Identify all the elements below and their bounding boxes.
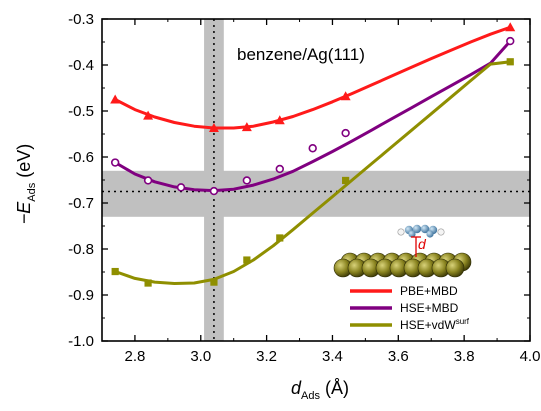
x-tick-label: 3.6	[388, 348, 409, 365]
silver-atom-front	[445, 258, 465, 278]
annotation-label: benzene/Ag(111)	[237, 45, 365, 64]
y-tick-label: -0.3	[68, 11, 94, 28]
ticks: 2.8 3.0 3.2 3.4 3.6 3.8 4.0 -0.3 -0.4 -0.5 -0.6 -0.…	[68, 11, 540, 365]
series-line-hse-vdw	[114, 60, 511, 285]
data-point-pbe-mbd-3	[241, 122, 252, 132]
y-tick-label: -0.8	[68, 241, 94, 258]
data-point-hse-mbd-5	[275, 164, 284, 174]
data-point-hse-mbd-3	[209, 186, 219, 196]
data-point-pbe-mbd-5	[340, 91, 351, 101]
y-tick-label: -1.0	[68, 333, 94, 350]
data-point-hse-mbd-7	[341, 128, 350, 138]
data-point-hse-mbd-8	[506, 36, 515, 46]
data-point-hse-vdw-0	[111, 267, 119, 276]
legend: PBE+MBD HSE+MBD HSE+vdWsurf	[350, 284, 470, 332]
y-tick-label: -0.7	[68, 195, 94, 212]
x-tick-label: 2.8	[124, 348, 145, 365]
data-point-hse-mbd-1	[143, 176, 153, 185]
x-tick-label: 3.8	[454, 348, 475, 365]
x-axis-title: dAds (Å)	[291, 378, 349, 402]
data-point-hse-mbd-2	[176, 183, 186, 192]
y-tick-label: -0.6	[68, 149, 94, 166]
y-tick-label: -0.9	[68, 287, 94, 304]
data-point-hse-vdw-2	[210, 278, 218, 286]
adsorption-inset-illustration: d	[333, 224, 472, 278]
data-point-pbe-mbd-4	[274, 115, 285, 125]
legend-label-pbe-mbd: PBE+MBD	[400, 284, 458, 298]
data-point-pbe-mbd-2	[208, 123, 219, 133]
y-tick-label: -0.5	[68, 103, 94, 120]
data-point-hse-vdw-1	[144, 279, 152, 287]
data-point-hse-vdw-5	[342, 176, 350, 185]
legend-label-hse-vdw: HSE+vdWsurf	[400, 317, 470, 332]
legend-label-hse-vdw-sup: surf	[456, 317, 470, 326]
series-curves	[114, 25, 512, 285]
data-point-pbe-mbd-1	[143, 110, 154, 120]
series-line-pbe-mbd	[114, 25, 511, 130]
y-axis-title: −EAds(eV)	[14, 144, 38, 225]
x-tick-label: 4.0	[520, 348, 541, 365]
series-markers	[110, 22, 516, 287]
benzene-molecule	[397, 224, 445, 238]
data-point-hse-vdw-3	[243, 256, 251, 264]
y-tick-label: -0.4	[68, 57, 94, 74]
data-point-pbe-mbd-6	[505, 22, 516, 32]
x-tick-label: 3.4	[322, 348, 343, 365]
data-point-hse-vdw-4	[276, 234, 284, 242]
silver-slab	[333, 252, 472, 278]
data-point-hse-mbd-6	[308, 144, 317, 153]
x-tick-label: 3.0	[190, 348, 211, 365]
data-point-hse-mbd-4	[242, 176, 252, 185]
data-point-pbe-mbd-0	[110, 94, 121, 104]
inset-distance-label: d	[418, 236, 427, 252]
legend-label-hse-mbd: HSE+MBD	[400, 301, 459, 315]
x-tick-label: 3.2	[256, 348, 277, 365]
reference-bands	[102, 19, 530, 341]
data-point-hse-mbd-0	[110, 158, 120, 167]
data-point-hse-vdw-6	[506, 58, 514, 66]
